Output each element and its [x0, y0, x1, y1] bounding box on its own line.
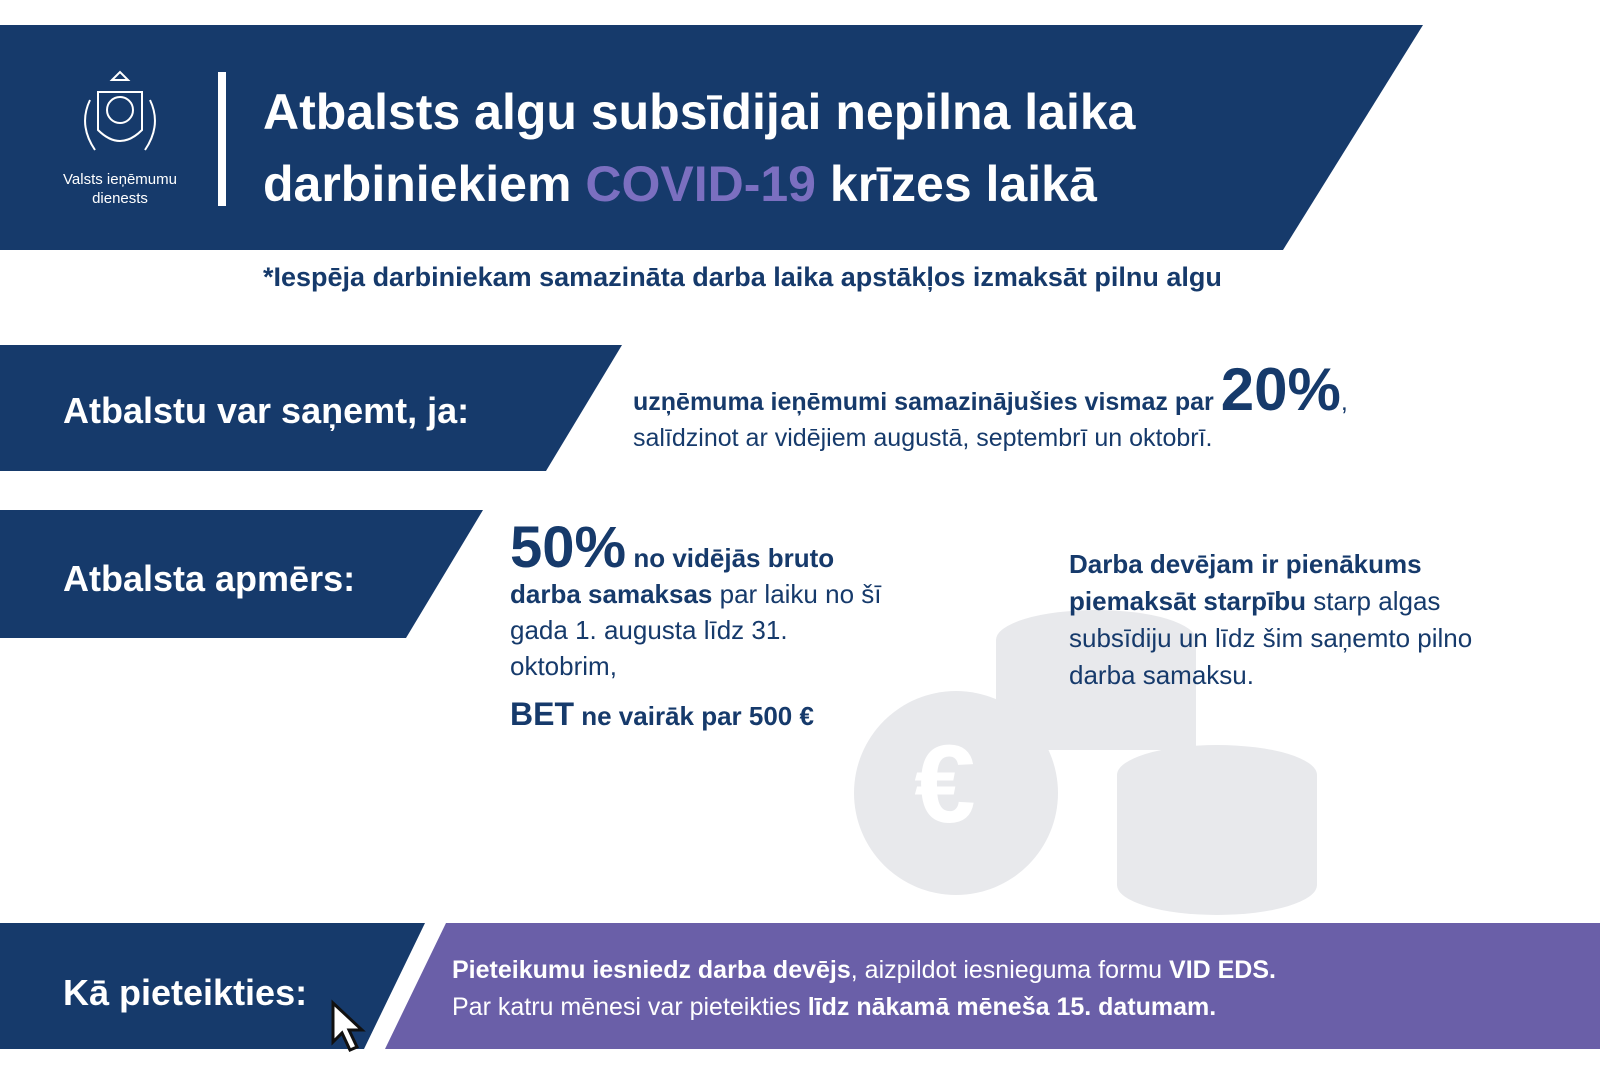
text: , aizpildot iesnieguma formu [850, 956, 1163, 984]
section-label: Atbalsta apmērs: [63, 558, 356, 599]
section-label: Kā pieteikties: [63, 972, 308, 1013]
percent: 20% [1220, 356, 1341, 423]
eligibility-band [0, 345, 622, 471]
apply-info-band [385, 923, 1600, 1049]
bold-text: Darba devējam ir pienākums piemaksāt sta… [1069, 549, 1422, 616]
percent: 50% [510, 515, 627, 580]
bold-text: no vidējās bruto [633, 543, 835, 573]
apply-text: Pieteikumu iesniedz darba devējs, aizpil… [452, 952, 1276, 1026]
text: Par katru mēnesi var pieteikties [452, 993, 801, 1021]
bold-text: līdz nākamā mēneša 15. datumam. [807, 993, 1217, 1021]
support-text: 50% no vidējās bruto darba samaksas par … [510, 519, 900, 734]
bold-text: uzņēmuma ieņēmumi samazinājušies vismaz … [633, 388, 1214, 416]
text: starp algas subsīdiju un līdz šim saņemt… [1069, 586, 1473, 690]
logo-text: Valsts ieņēmumu dienests [40, 170, 200, 208]
bold-text: VID EDS. [1169, 956, 1276, 984]
text: par laiku no šī gada 1. augusta līdz 31.… [510, 579, 882, 681]
cursor-icon [331, 999, 366, 1052]
covid-text: COVID-19 [585, 156, 816, 212]
eligibility-text: uzņēmuma ieņēmumi samazinājušies vismaz … [633, 355, 1348, 453]
title-text: darbiniekiem [263, 156, 572, 212]
apply-band [0, 923, 425, 1049]
title-line: darbiniekiem COVID-19 krīzes laikā [263, 148, 1135, 220]
subtitle: *Iespēja darbiniekam samazināta darba la… [263, 262, 1222, 292]
title-line: Atbalsts algu subsīdijai nepilna laika [263, 84, 1136, 140]
bold-text: Pieteikumu iesniedz darba devējs [452, 956, 851, 984]
support-note: Darba devējam ir pienākums piemaksāt sta… [1069, 546, 1499, 694]
logo-line: dienests [92, 190, 148, 207]
bold-text: ne vairāk par 500 € [581, 701, 814, 731]
support-band [0, 510, 483, 638]
euro-icon: € [914, 723, 975, 846]
divider [218, 72, 226, 206]
title-text: krīzes laikā [829, 156, 1097, 212]
title: Atbalsts algu subsīdijai nepilna laika d… [263, 76, 1135, 220]
text: salīdzinot ar vidējiem augustā, septembr… [633, 424, 1213, 452]
header-band [0, 25, 1423, 250]
bold-text: BET [510, 696, 574, 732]
coins-illustration [854, 610, 1317, 915]
section-label: Atbalstu var saņemt, ja: [63, 390, 470, 431]
bold-text: darba samaksas [510, 579, 713, 609]
logo-line: Valsts ieņēmumu [63, 171, 177, 188]
logo-emblem [84, 70, 156, 151]
text: , [1340, 388, 1348, 416]
